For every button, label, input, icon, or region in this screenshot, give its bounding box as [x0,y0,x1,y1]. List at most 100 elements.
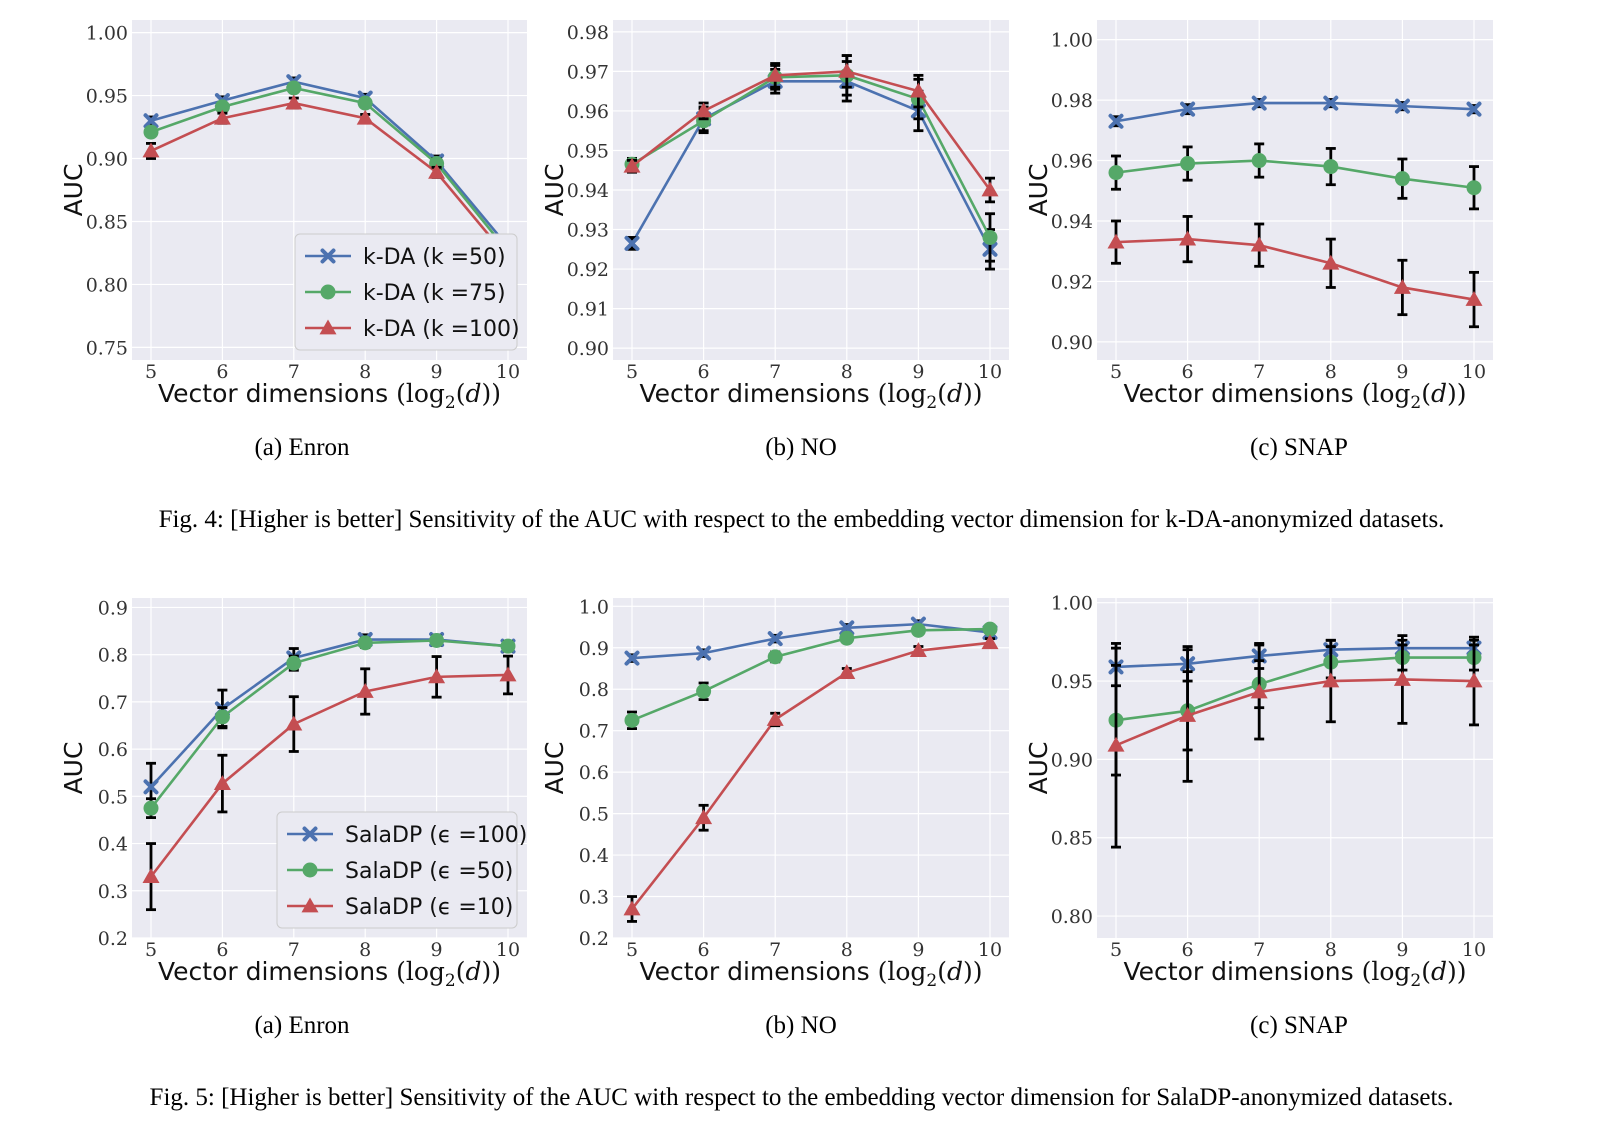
x-tick-label: 5 [626,361,638,383]
data-point [1465,291,1483,306]
y-axis-label: AUC [59,742,88,795]
x-axis-label: Vector dimensions (log2(d)) [639,957,982,991]
data-point [142,868,160,883]
data-point [766,66,784,82]
data-point [356,683,374,698]
y-tick-label: 0.92 [567,259,609,281]
x-tick-label: 8 [359,361,371,383]
x-tick-label: 7 [769,939,781,961]
x-axis-label: Vector dimensions (log2(d)) [639,379,982,413]
fig5-panel-c-label: (c) SNAP [1250,1012,1348,1039]
x-axis-label: Vector dimensions (log2(d)) [158,957,501,991]
data-point [695,102,713,118]
y-tick-label: 0.98 [567,22,609,44]
y-axis-label: AUC [540,742,569,795]
x-tick-label: 9 [1396,361,1408,383]
fig4-panel-c-label: (c) SNAP [1250,434,1348,461]
data-point [357,95,373,111]
data-point [356,109,374,125]
y-tick-label: 0.97 [567,61,609,83]
data-point [285,94,303,110]
data-point [213,109,231,125]
data-point [1323,159,1339,175]
x-tick-label: 6 [1182,361,1194,383]
series-line [630,641,991,910]
data-point [1323,95,1339,111]
x-tick-label: 5 [145,361,157,383]
x-tick-label: 9 [431,939,443,961]
data-point [624,712,640,728]
legend: k-DA (k =50) k-DA (k =75) k-DA (k =100) [294,233,520,351]
x-tick-label: 7 [769,361,781,383]
series-line [1115,678,1475,747]
data-point [767,631,783,647]
x-tick-label: 6 [216,361,228,383]
data-point [767,649,783,665]
legend-label: k-DA (k =100) [363,317,520,342]
data-point [143,113,159,129]
x-tick-label: 6 [698,361,710,383]
data-point [214,99,230,115]
data-point [839,630,855,646]
legend-marker [302,826,318,842]
data-point [1393,278,1411,294]
y-tick-label: 0.3 [98,881,128,903]
data-point [982,621,998,637]
x-tick-label: 5 [1110,361,1122,383]
y-tick-label: 0.7 [579,721,609,743]
data-point [428,668,446,684]
y-tick-label: 1.00 [1051,593,1093,615]
y-tick-label: 0.90 [86,149,128,171]
x-tick-label: 6 [1182,939,1194,961]
x-tick-label: 10 [496,939,520,961]
x-tick-label: 8 [841,361,853,383]
legend-label: SalaDP (ϵ =50) [345,859,513,884]
fig5-panel-b-label: (b) NO [765,1012,837,1039]
data-point [1179,230,1197,246]
x-tick-label: 7 [288,939,300,961]
y-tick-label: 0.2 [579,928,609,950]
data-point [909,82,927,98]
y-tick-label: 0.93 [567,220,609,242]
series-line [150,80,509,248]
legend-marker [319,319,337,335]
data-point [696,683,712,699]
data-point [1179,707,1197,722]
y-tick-label: 0.95 [86,86,128,108]
y-tick-label: 0.6 [98,739,128,761]
y-tick-label: 0.5 [579,804,609,826]
y-tick-label: 0.8 [579,679,609,701]
series-line [149,639,509,809]
fig4-panel-a-label: (a) Enron [254,434,350,461]
data-point [1250,683,1268,699]
y-axis-label: AUC [1024,164,1053,217]
series-red [623,634,999,923]
y-tick-label: 0.90 [1051,749,1093,771]
plot-area [1097,598,1493,938]
data-point [696,645,712,661]
data-point [981,634,999,650]
y-tick-label: 0.85 [86,211,128,233]
x-tick-label: 9 [912,939,924,961]
series-line [149,673,509,878]
data-point [500,638,516,654]
series-line [1115,237,1475,301]
data-point [1394,98,1410,114]
y-tick-label: 0.80 [1051,906,1093,928]
data-point [1466,101,1482,117]
fig5-panel-a-label: (a) Enron [254,1012,350,1039]
y-tick-label: 0.96 [1051,151,1093,173]
series-red [1107,215,1483,329]
legend-frame [276,811,518,929]
y-tick-label: 0.94 [1051,211,1093,233]
data-point [1251,153,1267,169]
y-tick-label: 0.90 [567,338,609,360]
data-point [143,800,159,816]
series-blue [1108,95,1482,129]
data-point [1180,101,1196,117]
data-point [1322,254,1340,270]
y-axis-label: AUC [1024,742,1053,795]
y-tick-label: 0.75 [86,337,128,359]
